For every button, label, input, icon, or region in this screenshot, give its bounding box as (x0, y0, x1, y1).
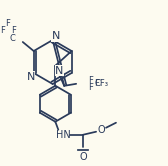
Text: F: F (88, 76, 93, 85)
Text: C: C (10, 34, 16, 42)
Text: F: F (94, 79, 99, 88)
Text: HN: HN (56, 130, 71, 140)
Text: O: O (97, 125, 105, 135)
Text: O: O (79, 152, 87, 162)
Text: F: F (5, 18, 10, 28)
Text: N: N (55, 66, 64, 76)
Text: N: N (51, 31, 60, 41)
Text: F: F (1, 26, 5, 35)
Text: F: F (11, 26, 16, 35)
Text: F: F (88, 83, 93, 92)
Text: CF₃: CF₃ (94, 79, 108, 88)
Text: N: N (27, 72, 35, 82)
